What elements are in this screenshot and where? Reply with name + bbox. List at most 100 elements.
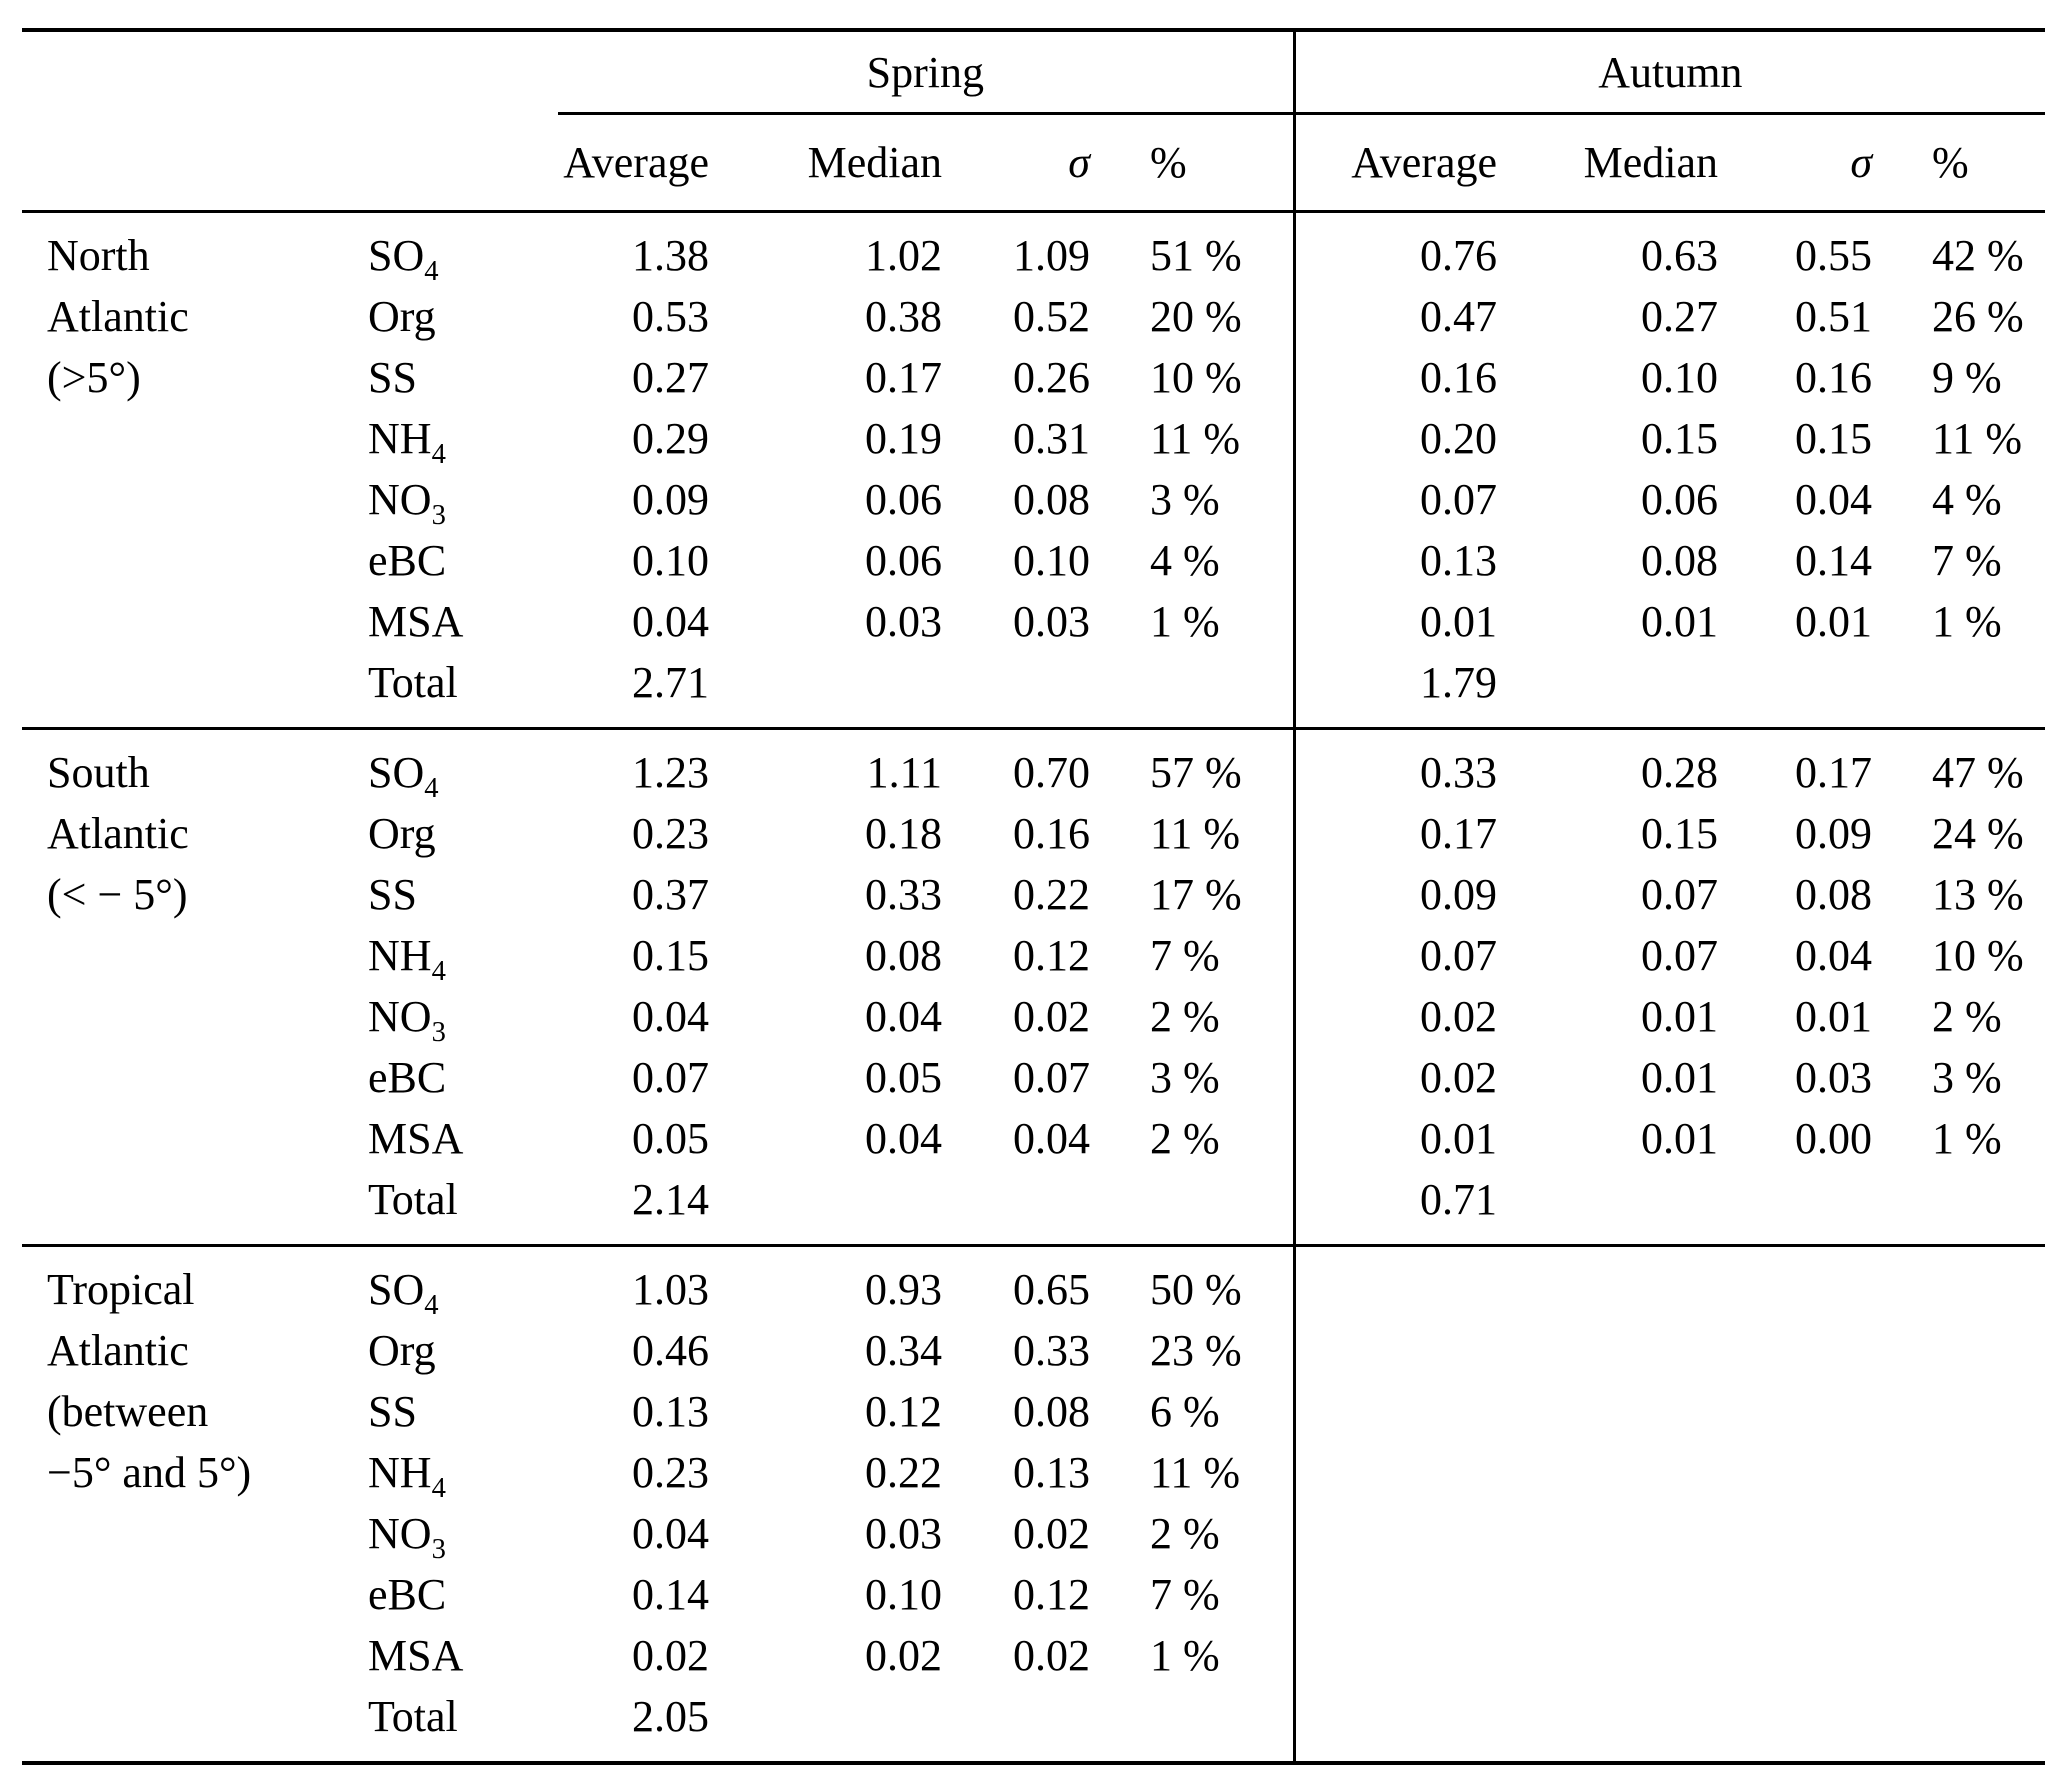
spring-sigma-value: 0.33 (1013, 1326, 1090, 1375)
autumn-percent-value: 7 % (1932, 536, 2002, 585)
spring-sigma-value: 0.26 (1013, 353, 1090, 402)
autumn-average-value: 0.13 (1292, 530, 1507, 591)
spring-sigma-value: 0.22 (1013, 870, 1090, 919)
autumn-group-header: Autumn (1292, 30, 2046, 115)
species-label: SS (368, 870, 417, 919)
spring-median-value (718, 1169, 951, 1246)
spring-median-value: 0.19 (865, 414, 942, 463)
autumn-percent-value: 1 % (1932, 1114, 2002, 1163)
table-header: Spring Autumn Average Median σ % Average… (22, 30, 2046, 212)
table-row: Org 0.46 0.34 0.33 23 % (22, 1320, 2045, 1381)
autumn-median-value: 0.63 (1641, 231, 1719, 280)
table-row: SS 0.37 0.33 0.22 17 % 0.09 0.07 0.08 13 % (22, 864, 2045, 925)
region-label-line: (>5°) (47, 353, 141, 402)
autumn-percent-value: 3 % (1932, 1053, 2002, 1102)
spring-percent-value: 51 % (1150, 231, 1242, 280)
autumn-sigma-value (1727, 1442, 1881, 1503)
table-row: NH4 0.29 0.19 0.31 11 % 0.20 0.15 0.15 11 % (22, 408, 2045, 469)
spring-average-value: 0.46 (632, 1326, 709, 1375)
table-row: Org 0.23 0.18 0.16 11 % 0.17 0.15 0.09 24 % (22, 803, 2045, 864)
autumn-sigma-value (1727, 1686, 1881, 1763)
species-label: NH4 (368, 931, 446, 987)
spring-sigma-value: 0.70 (1013, 748, 1090, 797)
table-row: NO3 0.09 0.06 0.08 3 % 0.07 0.06 0.04 4 % (22, 469, 2045, 530)
autumn-median-value: 0.27 (1641, 292, 1719, 341)
autumn-average-value (1292, 1686, 1507, 1763)
spring-sigma-value: 0.12 (1013, 931, 1090, 980)
spring-average-value: 1.03 (632, 1265, 709, 1314)
autumn-average-value (1292, 1503, 1507, 1564)
spring-median-value: 0.04 (865, 1114, 942, 1163)
region-label-line: North (47, 231, 150, 280)
spring-median-value: 0.38 (865, 292, 942, 341)
spring-median-value: 0.17 (865, 353, 942, 402)
autumn-average-value: 0.17 (1292, 803, 1507, 864)
spring-median-value: 0.06 (865, 475, 942, 524)
autumn-sigma-value (1727, 1320, 1881, 1381)
autumn-median-value (1506, 1564, 1727, 1625)
autumn-average-value: 0.71 (1292, 1169, 1507, 1246)
spring-average-value: 0.05 (632, 1114, 709, 1163)
spring-median-value: 0.08 (865, 931, 942, 980)
autumn-sigma-value: 0.14 (1795, 536, 1873, 585)
spring-sigma-value: 0.03 (1013, 597, 1090, 646)
region-header-spacer (22, 30, 368, 114)
spring-average-value: 0.10 (632, 536, 709, 585)
spring-percent-value: 6 % (1150, 1387, 1220, 1436)
autumn-percent-value: 42 % (1932, 231, 2024, 280)
spring-sigma-value: 0.10 (1013, 536, 1090, 585)
spring-percent-value: 7 % (1150, 1570, 1220, 1619)
spring-average-value: 1.38 (632, 231, 709, 280)
column-header-row: Average Median σ % Average Median σ % (22, 113, 2045, 212)
species-label: NH4 (368, 1448, 446, 1504)
spring-sigma-value: 0.31 (1013, 414, 1090, 463)
region-label-line: (< − 5°) (47, 870, 188, 919)
spring-percent-value: 10 % (1150, 353, 1242, 402)
autumn-percent-value: 1 % (1932, 597, 2002, 646)
spring-percent-value: 4 % (1150, 536, 1220, 585)
autumn-sigma-header: σ (1850, 138, 1873, 187)
spring-average-value: 0.53 (632, 292, 709, 341)
spring-sigma-value: 0.08 (1013, 1387, 1090, 1436)
region-subheader-spacer (22, 114, 368, 212)
autumn-median-value: 0.01 (1641, 1114, 1719, 1163)
autumn-average-value: 0.16 (1292, 347, 1507, 408)
table-row: Total 2.71 1.79 (22, 652, 2045, 729)
autumn-average-value (1292, 1245, 1507, 1320)
spring-median-value: 0.22 (865, 1448, 942, 1497)
region-label-line: Atlantic (47, 292, 189, 341)
spring-average-value: 0.04 (632, 992, 709, 1041)
season-header-row: Spring Autumn (22, 30, 2046, 115)
spring-sigma-header: σ (1068, 138, 1090, 187)
autumn-average-value (1292, 1625, 1507, 1686)
spring-average-value: 2.05 (632, 1692, 709, 1741)
spring-sigma-value: 0.12 (1013, 1570, 1090, 1619)
autumn-sigma-value: 0.00 (1795, 1114, 1873, 1163)
species-label: SO4 (368, 748, 439, 804)
region-section: North Atlantic (>5°) SO4 1.38 1.02 1.09 51 % 0.7… (22, 211, 2045, 729)
species-subheader-spacer (368, 114, 558, 212)
aerosol-composition-table: Spring Autumn Average Median σ % Average… (22, 28, 2046, 1765)
species-label: MSA (368, 1631, 464, 1680)
spring-average-value: 0.07 (632, 1053, 709, 1102)
spring-sigma-value: 0.52 (1013, 292, 1090, 341)
autumn-sigma-value: 0.04 (1795, 475, 1873, 524)
spring-average-value: 0.04 (632, 1509, 709, 1558)
species-label: NO3 (368, 992, 446, 1048)
autumn-percent-value (1881, 1320, 2045, 1381)
spring-percent-value: 57 % (1150, 748, 1242, 797)
spring-median-value: 1.11 (866, 748, 942, 797)
autumn-percent-value (1881, 1564, 2045, 1625)
species-label: SO4 (368, 231, 439, 287)
spring-percent-value (1099, 652, 1294, 729)
autumn-sigma-value (1727, 1625, 1881, 1686)
species-label: Org (368, 809, 436, 858)
spring-percent-value: 3 % (1150, 1053, 1220, 1102)
autumn-sigma-value: 0.03 (1795, 1053, 1873, 1102)
autumn-percent-value: 47 % (1932, 748, 2024, 797)
spring-average-value: 0.09 (632, 475, 709, 524)
spring-percent-value: 1 % (1150, 1631, 1220, 1680)
table-row: Total 2.14 0.71 (22, 1169, 2045, 1246)
species-label: Total (368, 658, 458, 707)
